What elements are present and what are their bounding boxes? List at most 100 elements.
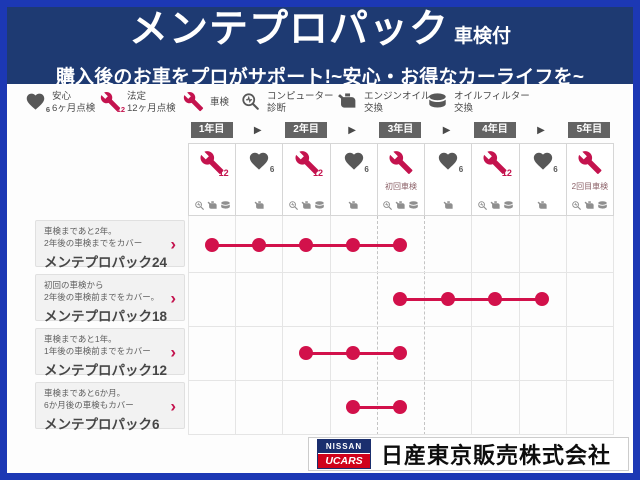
header-banner: メンテプロパック 車検付 購入後のお車をプロがサポート!~安心・お得なカーライフ… (7, 7, 633, 88)
oil-can-icon-wrap (337, 91, 359, 113)
oil-filter-icon (598, 201, 608, 209)
shaken-caption: 2回目車検 (571, 182, 609, 191)
year-arrow-icon: ▶ (442, 125, 451, 136)
package-row-メンテプロパック24[interactable]: 車検まであと2年。 2年後の車検までをカバー メンテプロパック24 › (35, 220, 185, 270)
title-line: メンテプロパック 車検付 (129, 7, 511, 60)
oil-can-icon (396, 201, 406, 209)
oil-can-icon (537, 201, 547, 209)
coverage-dot (393, 346, 408, 360)
grid-vline (329, 216, 331, 435)
wrench-icon-wrap: 12 (200, 150, 229, 178)
grid-hline (188, 380, 613, 381)
year-badge-3: 3年目 (379, 122, 422, 138)
coverage-dot (299, 238, 314, 252)
wrench-icon-wrap (183, 91, 205, 113)
column-extra-icons (520, 200, 566, 211)
package-desc: 車検まであと2年。 (44, 226, 117, 236)
magnifier-icon (242, 93, 259, 110)
column-extra-icons (331, 200, 377, 211)
wrench-icon (100, 91, 121, 112)
nissan-ucars-logo: NISSAN UCARS (317, 439, 371, 469)
coverage-dot (346, 238, 361, 252)
heart-icon-wrap: 6 (25, 91, 50, 114)
package-name: メンテプロパック24 (44, 254, 168, 270)
wrench-icon (200, 151, 224, 174)
oil-filter-icon (409, 201, 419, 209)
column-extra-icons (189, 200, 235, 211)
column-header-cell-6: 6 (424, 143, 473, 216)
heart-icon (344, 152, 363, 170)
grid-vline (518, 216, 520, 435)
coverage-dot (393, 238, 408, 252)
legend-item-oil-filter: オイルフィルター 交換 (427, 91, 530, 116)
legend-item-magnifier: コンピューター 診断 (240, 91, 334, 116)
package-name: メンテプロパック18 (44, 308, 168, 324)
package-row-メンテプロパック6[interactable]: 車検まであと6か月。 6か月後の車検もカバー メンテプロパック6 › (35, 382, 185, 432)
year-badge-2: 2年目 (285, 122, 328, 138)
legend-item-label: エンジンオイル 交換 (364, 91, 431, 115)
column-badge: 12 (501, 168, 512, 178)
year-arrow-icon: ▶ (537, 125, 545, 136)
oil-can-icon (348, 201, 358, 209)
column-extra-icons (283, 200, 329, 211)
grid-vline (188, 216, 189, 435)
oil-can-icon (301, 201, 311, 209)
legend-badge: 12 (116, 105, 125, 114)
column-header-cell-3: 12 (282, 143, 331, 216)
oil-filter-icon (429, 93, 446, 108)
grid-vline (565, 216, 567, 435)
chevron-right-icon: › (170, 396, 176, 415)
year-badge-4: 4年目 (473, 122, 516, 138)
oil-filter-icon-wrap (427, 91, 449, 113)
legend-item-wrench: 12 法定 12ヶ月点検 (100, 91, 176, 116)
package-row-メンテプロパック12[interactable]: 車検まであと1年。 1年後の車検前までをカバー メンテプロパック12 › (35, 328, 185, 378)
heart-icon (26, 93, 45, 110)
oil-filter-icon (504, 201, 513, 209)
wrench-icon-wrap (577, 150, 602, 175)
grid-vline (612, 216, 614, 435)
coverage-dot (299, 346, 314, 360)
oil-can-icon (207, 201, 217, 209)
legend-item-oil-can: エンジンオイル 交換 (337, 91, 431, 116)
nissan-logo: NISSAN (318, 440, 370, 453)
wrench-icon-wrap: 12 (294, 150, 323, 178)
heart-icon (250, 152, 269, 170)
wrench-icon-wrap: 12 (483, 150, 512, 178)
wrench-icon (483, 151, 507, 174)
company-name: 日産東京販売株式会社 (381, 443, 612, 468)
package-desc: 1年後の車検前までをカバー (44, 345, 151, 356)
column-header-cell-2: 6 (235, 143, 284, 216)
package-row-メンテプロパック18[interactable]: 初回の車検から 2年後の車検前までをカバー。 メンテプロパック18 › (35, 274, 185, 324)
legend-badge: 6 (45, 105, 50, 114)
footer-bar: NISSAN UCARS 日産東京販売株式会社 (308, 437, 629, 471)
package-name: メンテプロパック12 (44, 362, 168, 378)
package-name: メンテプロパック6 (44, 416, 160, 432)
grid-vline (424, 216, 426, 435)
package-desc: 2年後の車検前までをカバー。 (44, 291, 160, 302)
wrench-icon-wrap (388, 150, 413, 175)
wrench-icon-wrap: 12 (100, 91, 125, 114)
coverage-dot (393, 400, 408, 414)
coverage-dot (440, 292, 455, 306)
column-extra-icons (472, 200, 518, 211)
coverage-dot (346, 400, 361, 414)
wrench-icon (295, 151, 318, 174)
year-badge-5: 5年目 (568, 122, 611, 138)
column-badge: 12 (313, 168, 324, 178)
coverage-dot (346, 346, 361, 360)
oil-can-icon (490, 201, 500, 209)
wrench-icon (389, 151, 413, 174)
subtitle: 購入後のお車をプロがサポート!~安心・お得なカーライフを~ (55, 67, 585, 88)
grid-hline (188, 326, 613, 327)
legend-item-label: 安心 6ヶ月点検 (52, 91, 96, 115)
oil-can-icon (584, 201, 594, 209)
package-desc: 初回の車検から (44, 280, 104, 290)
heart-icon-wrap: 6 (343, 150, 369, 174)
column-extra-icons (378, 200, 424, 211)
oil-can-icon (338, 93, 356, 108)
magnifier-icon (289, 201, 298, 210)
chevron-right-icon: › (170, 342, 176, 361)
coverage-line (400, 297, 543, 301)
oil-filter-icon (315, 201, 324, 209)
